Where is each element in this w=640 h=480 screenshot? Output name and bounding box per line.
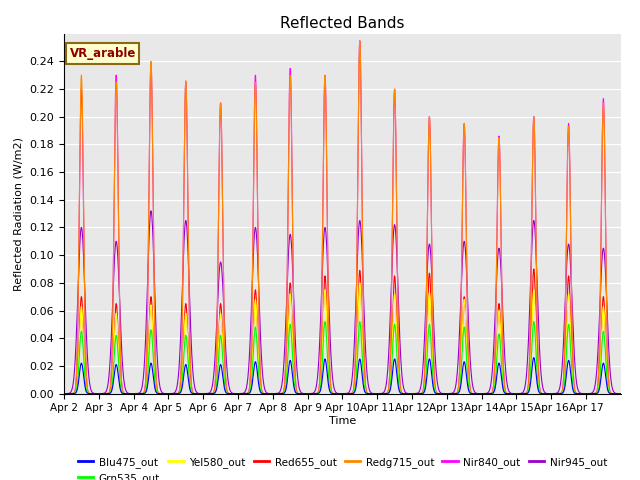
X-axis label: Time: Time [329,416,356,426]
Title: Reflected Bands: Reflected Bands [280,16,404,31]
Y-axis label: Reflected Radiation (W/m2): Reflected Radiation (W/m2) [14,137,24,290]
Text: VR_arable: VR_arable [70,47,136,60]
Legend: Blu475_out, Grn535_out, Yel580_out, Red655_out, Redg715_out, Nir840_out, Nir945_: Blu475_out, Grn535_out, Yel580_out, Red6… [74,453,611,480]
